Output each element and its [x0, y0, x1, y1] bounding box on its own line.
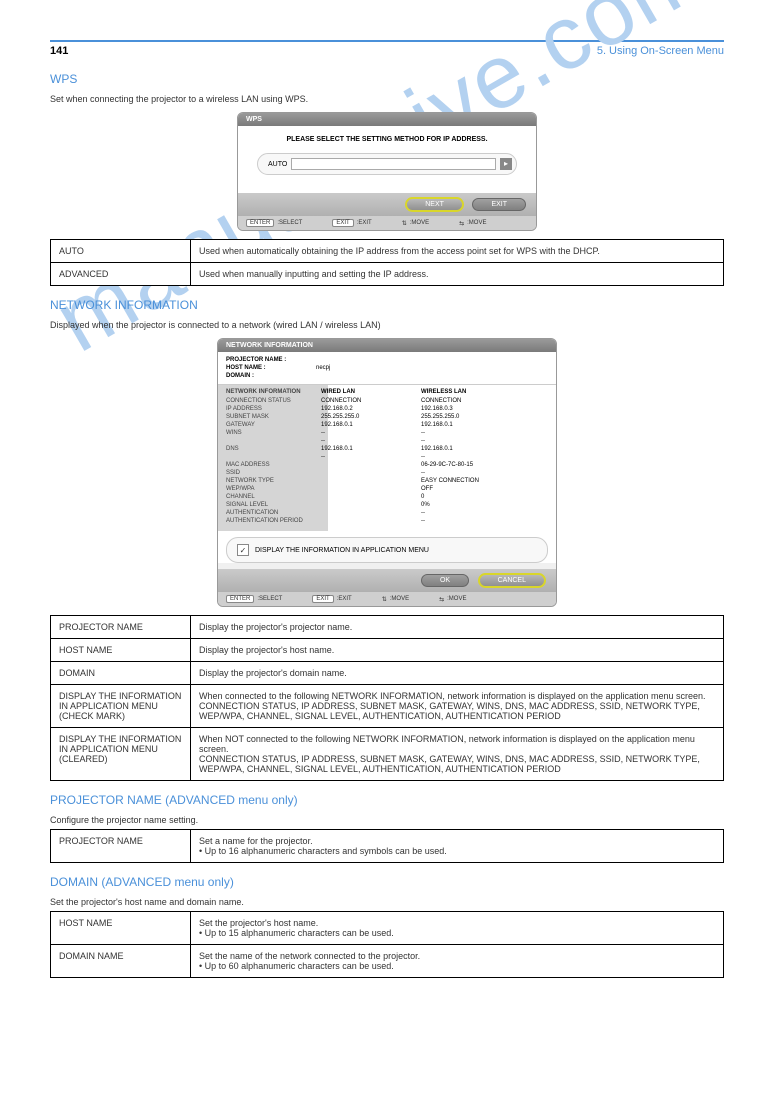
domain-heading: DOMAIN (ADVANCED menu only)	[50, 875, 724, 889]
netinfo-cancel-button[interactable]: CANCEL	[478, 573, 546, 588]
netinfo-row: ----	[226, 453, 548, 461]
netinfo-row: CHANNEL0	[226, 493, 548, 501]
netinfo-row: WINS----	[226, 429, 548, 437]
netinfo-row: SSID--	[226, 469, 548, 477]
netinfo-ss-title: NETWORK INFORMATION	[218, 339, 556, 352]
wps-ss-select[interactable]: AUTO ▸	[257, 153, 517, 175]
page-number: 141	[50, 45, 68, 57]
wps-ss-title: WPS	[238, 113, 536, 126]
header-rule	[50, 40, 724, 42]
projname-intro: Configure the projector name setting.	[50, 815, 724, 825]
proj-name-label: PROJECTOR NAME :	[226, 357, 316, 363]
netinfo-table: PROJECTOR NAMEDisplay the projector's pr…	[50, 615, 724, 781]
checkbox-icon[interactable]: ✓	[237, 544, 249, 556]
table-row: DOMAIN NAMESet the name of the network c…	[51, 945, 724, 978]
foot-exit: EXIT:EXIT	[332, 219, 371, 227]
wps-next-button[interactable]: NEXT	[405, 197, 464, 212]
table-row: PROJECTOR NAMESet a name for the project…	[51, 830, 724, 863]
table-row: AUTO Used when automatically obtaining t…	[51, 240, 724, 263]
wps-screenshot: WPS PLEASE SELECT THE SETTING METHOD FOR…	[237, 112, 537, 231]
table-row: PROJECTOR NAMEDisplay the projector's pr…	[51, 616, 724, 639]
host-name-label: HOST NAME :	[226, 365, 316, 371]
table-row: HOST NAMESet the projector's host name. …	[51, 912, 724, 945]
wps-ss-select-box	[291, 158, 496, 170]
foot-move-updown: ⇅:MOVE	[402, 219, 429, 227]
netinfo-row: AUTHENTICATION--	[226, 509, 548, 517]
netinfo-row: WEP/WPAOFF	[226, 485, 548, 493]
chevron-right-icon[interactable]: ▸	[500, 158, 512, 170]
domain-table: HOST NAMESet the projector's host name. …	[50, 911, 724, 978]
wps-advanced-label: ADVANCED	[51, 263, 191, 286]
netinfo-intro: Displayed when the projector is connecte…	[50, 320, 724, 330]
col-wireless: WIRELESS LAN	[421, 389, 548, 395]
wps-advanced-desc: Used when manually inputting and setting…	[191, 263, 724, 286]
wps-table: AUTO Used when automatically obtaining t…	[50, 239, 724, 286]
foot-move-leftright: ⇆:MOVE	[439, 595, 466, 603]
col-wired: WIRED LAN	[321, 389, 421, 395]
wps-ss-msg: PLEASE SELECT THE SETTING METHOD FOR IP …	[248, 136, 526, 143]
wps-heading: WPS	[50, 72, 724, 86]
netinfo-ok-button[interactable]: OK	[421, 574, 469, 587]
netinfo-grid: NETWORK INFORMATION WIRED LAN WIRELESS L…	[218, 385, 556, 531]
foot-select: ENTER:SELECT	[246, 219, 302, 227]
foot-select: ENTER:SELECT	[226, 595, 282, 603]
foot-move-leftright: ⇆:MOVE	[459, 219, 486, 227]
projname-heading: PROJECTOR NAME (ADVANCED menu only)	[50, 793, 724, 807]
wps-auto-desc: Used when automatically obtaining the IP…	[191, 240, 724, 263]
wps-exit-button[interactable]: EXIT	[472, 198, 526, 211]
netinfo-row: GATEWAY192.168.0.1192.168.0.1	[226, 421, 548, 429]
wps-auto-label: AUTO	[51, 240, 191, 263]
display-info-checkbox-row[interactable]: ✓ DISPLAY THE INFORMATION IN APPLICATION…	[226, 537, 548, 563]
foot-exit: EXIT:EXIT	[312, 595, 351, 603]
netinfo-row: SIGNAL LEVEL0%	[226, 501, 548, 509]
table-row: ADVANCED Used when manually inputting an…	[51, 263, 724, 286]
chapter-title: 5. Using On-Screen Menu	[597, 45, 724, 57]
foot-move-updown: ⇅:MOVE	[382, 595, 409, 603]
wps-intro: Set when connecting the projector to a w…	[50, 94, 724, 104]
table-row: HOST NAMEDisplay the projector's host na…	[51, 639, 724, 662]
netinfo-row: AUTHENTICATION PERIOD--	[226, 517, 548, 525]
domain-intro: Set the projector's host name and domain…	[50, 897, 724, 907]
netinfo-row: MAC ADDRESS06-29-9C-7C-80-15	[226, 461, 548, 469]
netinfo-row: DNS192.168.0.1192.168.0.1	[226, 445, 548, 453]
netinfo-row: SUBNET MASK255.255.255.0255.255.255.0	[226, 413, 548, 421]
table-row: DISPLAY THE INFORMATION IN APPLICATION M…	[51, 685, 724, 728]
netinfo-row: IP ADDRESS192.168.0.2192.168.0.3	[226, 405, 548, 413]
netinfo-row: NETWORK TYPEEASY CONNECTION	[226, 477, 548, 485]
wps-ss-select-label: AUTO	[262, 161, 287, 168]
netinfo-row: ----	[226, 437, 548, 445]
domain-label: DOMAIN :	[226, 373, 316, 379]
netinfo-row: CONNECTION STATUSCONNECTIONCONNECTION	[226, 397, 548, 405]
checkbox-label: DISPLAY THE INFORMATION IN APPLICATION M…	[255, 547, 429, 554]
table-row: DOMAINDisplay the projector's domain nam…	[51, 662, 724, 685]
netinfo-screenshot: NETWORK INFORMATION PROJECTOR NAME : HOS…	[217, 338, 557, 607]
table-row: DISPLAY THE INFORMATION IN APPLICATION M…	[51, 728, 724, 781]
host-name-value: necpj	[316, 365, 330, 371]
projname-table: PROJECTOR NAMESet a name for the project…	[50, 829, 724, 863]
netinfo-heading: NETWORK INFORMATION	[50, 298, 724, 312]
col-info: NETWORK INFORMATION	[226, 389, 321, 395]
